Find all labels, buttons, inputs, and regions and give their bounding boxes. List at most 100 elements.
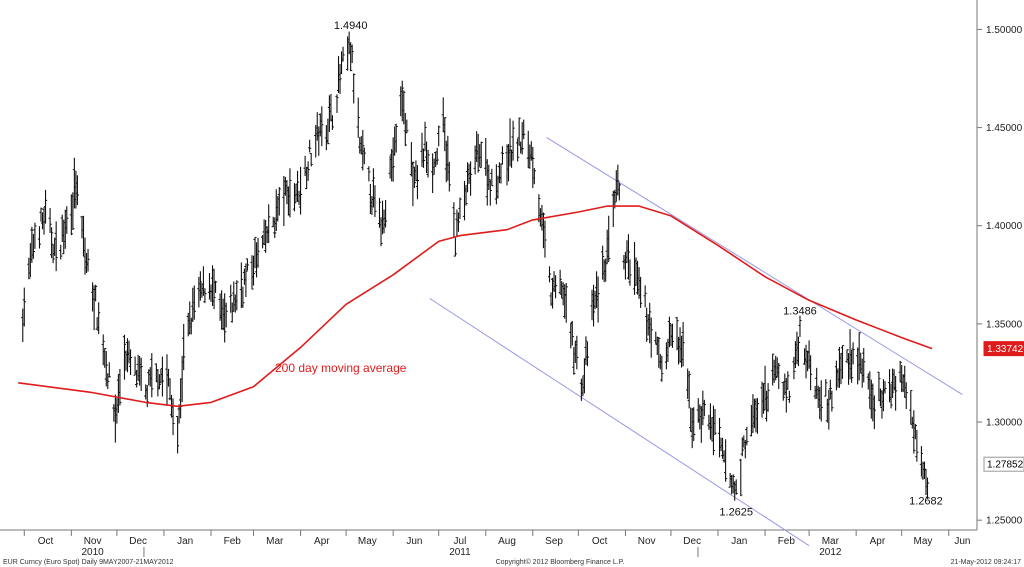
price-bar: [657, 337, 661, 368]
y-axis: 1.50000 1.45000 1.40000 1.35000 1.30000 1.250…: [977, 25, 1024, 527]
price-bar: [717, 417, 722, 458]
price-bar: [819, 380, 823, 422]
price-bar: [43, 189, 48, 224]
price-bar: [628, 259, 632, 286]
price-bar: [479, 141, 483, 169]
x-tick-label: Mar: [266, 536, 284, 547]
price-bar: [771, 353, 775, 386]
price-bar: [889, 383, 893, 409]
price-bar: [107, 362, 111, 378]
price-bar: [383, 200, 388, 228]
price-bar: [904, 382, 908, 410]
price-bar: [362, 147, 366, 165]
price-bar: [591, 284, 596, 327]
price-bar: [713, 408, 717, 436]
price-bar: [894, 375, 898, 411]
x-tick-label: Dec: [683, 536, 701, 547]
price-bar: [292, 183, 297, 212]
price-bar: [122, 334, 127, 380]
price-bar: [176, 415, 180, 454]
price-bar: [711, 405, 716, 456]
price-bar: [840, 345, 845, 379]
price-bar: [781, 381, 785, 401]
price-bar: [845, 349, 849, 364]
price-bar: [33, 222, 37, 249]
price-bar: [596, 276, 600, 323]
price-bar: [740, 437, 744, 457]
price-bar: [558, 269, 562, 295]
x-tick-label: Jan: [177, 536, 193, 547]
price-bar: [326, 118, 330, 145]
price-bar: [212, 268, 216, 310]
price-bar: [909, 390, 913, 425]
moving-average-label: 200 day moving average: [275, 361, 407, 375]
price-bar: [71, 192, 75, 231]
price-bar: [453, 237, 457, 257]
price-bar: [649, 317, 653, 358]
price-bar: [330, 115, 335, 130]
price-bar: [250, 255, 254, 290]
price-bar: [531, 146, 535, 189]
price-bar: [626, 234, 631, 280]
x-tick-label: Sep: [545, 536, 563, 547]
price-bar: [925, 477, 930, 499]
price-bar: [295, 170, 300, 202]
price-bar: [488, 179, 492, 206]
price-bar: [251, 255, 256, 286]
moving-average-series: 200 day moving average: [18, 205, 933, 408]
price-bar: [675, 316, 679, 351]
price-bar: [585, 341, 590, 367]
price-bar: [229, 284, 233, 313]
x-axis: Oct Nov Dec Jan Feb Mar Apr May Jun Jul Aug Sep Oct N…: [23, 530, 970, 558]
price-bar: [872, 395, 876, 430]
footer-right: 21-May-2012 09:24:17: [951, 559, 1022, 566]
price-bar: [827, 389, 831, 430]
price-bar: [645, 307, 649, 342]
annotations: 1.4940 1.3486 1.2625 1.2682: [334, 20, 943, 518]
price-bar: [670, 323, 675, 348]
price-annotation: 1.4940: [334, 20, 368, 32]
price-bar: [796, 336, 801, 367]
price-bar: [787, 390, 791, 403]
y-tick-label: 1.40000: [986, 221, 1023, 232]
price-bar: [786, 371, 790, 390]
price-bar: [766, 383, 770, 412]
price-bar: [223, 293, 227, 343]
price-bar: [508, 118, 512, 167]
price-bar: [106, 373, 110, 390]
price-bar: [371, 168, 376, 208]
price-bar: [103, 348, 107, 368]
price-bar: [883, 381, 887, 394]
price-bar: [500, 146, 505, 165]
price-bar: [341, 46, 345, 62]
price-bar: [520, 122, 524, 155]
price-bar: [267, 204, 271, 244]
price-bar: [256, 237, 260, 268]
price-bar: [912, 410, 916, 454]
price-bar: [824, 379, 828, 397]
price-bar: [405, 119, 409, 134]
price-bar: [150, 353, 154, 398]
price-bar: [724, 439, 728, 482]
price-bar: [182, 324, 186, 371]
price-bar: [702, 399, 706, 417]
price-bar: [617, 182, 621, 201]
price-bar: [192, 285, 196, 320]
price-bar: [415, 165, 420, 200]
price-bar: [277, 187, 281, 216]
price-bar: [244, 263, 248, 298]
price-bar: [361, 129, 365, 171]
price-bar: [575, 335, 579, 370]
price-bar: [426, 149, 430, 178]
price-bar: [373, 185, 377, 217]
price-bar: [128, 349, 133, 376]
price-bar: [443, 117, 447, 152]
x-tick-label: Feb: [224, 536, 242, 547]
x-tick-label: Dec: [129, 536, 147, 547]
price-bar: [456, 212, 461, 232]
price-bar: [118, 368, 122, 406]
price-bar: [352, 73, 356, 104]
x-tick-label: Nov: [84, 536, 102, 547]
price-bar: [27, 257, 31, 280]
price-bar: [101, 334, 105, 366]
